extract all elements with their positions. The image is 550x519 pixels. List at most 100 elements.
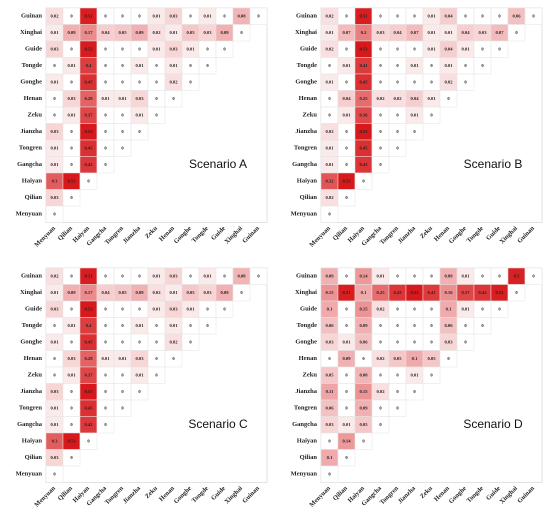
cell-value: 0 — [70, 455, 73, 460]
cell-value: 0 — [104, 13, 107, 18]
column-label: Tongren — [379, 225, 401, 247]
row-label: Jianzha — [295, 388, 317, 395]
cell-value: 0.01 — [135, 372, 144, 377]
cell-value: 0.09 — [220, 30, 229, 35]
cell-value: 0 — [155, 339, 158, 344]
row-label: Zeku — [303, 372, 318, 379]
cell-value: 0.51 — [84, 273, 93, 278]
cell-value: 0 — [70, 129, 73, 134]
cell-value: 0 — [138, 306, 141, 311]
cell-value: 0 — [345, 145, 348, 150]
cell-value: 0.05 — [393, 356, 402, 361]
row-label: Gonghe — [20, 339, 42, 346]
cell-value: 0.01 — [427, 96, 436, 101]
cell — [337, 189, 356, 207]
cell-value: 0.01 — [342, 63, 351, 68]
cell-value: 0 — [53, 96, 56, 101]
cell-value: 0 — [396, 323, 399, 328]
cell-value: 0.01 — [135, 323, 144, 328]
cell-value: 0 — [447, 356, 450, 361]
cell-value: 0 — [223, 13, 226, 18]
cell-value: 0 — [189, 79, 192, 84]
cell-value: 0.01 — [444, 63, 453, 68]
column-label: Guinan — [516, 485, 536, 505]
cell-value: 0 — [413, 129, 416, 134]
cell-value: 0.01 — [186, 46, 195, 51]
cell-value: 0 — [155, 372, 158, 377]
cell-value: 0 — [464, 13, 467, 18]
cell-value: 0 — [379, 145, 382, 150]
row-label: Xinghai — [20, 289, 42, 296]
row-label: Tongren — [294, 145, 318, 152]
cell — [79, 432, 98, 450]
cell-value: 0 — [345, 129, 348, 134]
cell-value: 0.03 — [50, 129, 59, 134]
row-label: Guide — [25, 46, 42, 53]
cell-value: 0.01 — [152, 13, 161, 18]
cell — [371, 416, 390, 434]
cell-value: 0.28 — [84, 356, 93, 361]
cell-value: 0 — [53, 471, 56, 476]
cell-value: 0 — [430, 112, 433, 117]
cell-value: 0.06 — [359, 339, 368, 344]
cell-value: 0.05 — [186, 30, 195, 35]
cell-value: 0 — [396, 145, 399, 150]
cell-value: 0.03 — [325, 422, 334, 427]
cell-value: 0.02 — [50, 273, 59, 278]
cell-value: 0.09 — [359, 323, 368, 328]
cell-value: 0 — [53, 112, 56, 117]
cell-value: 0 — [447, 96, 450, 101]
cell-value: 0.17 — [84, 290, 93, 295]
row-label: Henan — [299, 355, 318, 362]
cell-value: 0.09 — [220, 290, 229, 295]
cell-value: 0.5 — [514, 273, 520, 278]
cell — [198, 57, 217, 75]
row-label: Jianzha — [20, 128, 42, 135]
cell-value: 0.42 — [84, 422, 93, 427]
cell-value: 0.02 — [325, 129, 334, 134]
cell-value: 0 — [70, 389, 73, 394]
cell — [164, 350, 183, 368]
cell-value: 0 — [121, 79, 124, 84]
row-label: Guinan — [21, 13, 42, 20]
cell-value: 0 — [396, 13, 399, 18]
cell-value: 0.03 — [50, 46, 59, 51]
column-label: Jianzha — [397, 224, 418, 245]
cell-value: 0.02 — [376, 356, 385, 361]
cell-value: 0 — [413, 339, 416, 344]
cell-value: 0.36 — [359, 112, 368, 117]
cell-value: 0 — [379, 63, 382, 68]
row-label: Qilian — [300, 194, 318, 201]
cell-value: 0.15 — [359, 389, 368, 394]
cell-value: 0 — [104, 129, 107, 134]
cell-value: 0 — [121, 145, 124, 150]
cell-value: 0 — [53, 323, 56, 328]
cell — [232, 24, 251, 42]
cell-value: 0.01 — [101, 96, 110, 101]
cell — [62, 449, 81, 467]
cell-value: 0 — [104, 162, 107, 167]
cell-value: 0.06 — [325, 323, 334, 328]
cell-value: 0.06 — [444, 323, 453, 328]
row-label: Xinghai — [295, 289, 317, 296]
column-label: Guinan — [241, 225, 261, 245]
cell-value: 0 — [104, 389, 107, 394]
column-label: Xinghai — [498, 225, 519, 246]
cell-value: 0 — [328, 211, 331, 216]
cell-value: 0 — [70, 13, 73, 18]
cell — [113, 399, 132, 417]
cell — [320, 465, 339, 483]
column-label: Tongde — [466, 225, 485, 244]
cell-value: 0 — [104, 405, 107, 410]
row-label: Tongde — [22, 62, 42, 69]
cell — [232, 284, 251, 302]
column-label: Tongde — [466, 485, 485, 504]
cell-value: 0.01 — [169, 63, 178, 68]
cell-value: 0 — [328, 112, 331, 117]
cell — [147, 106, 166, 124]
cell-value: 0 — [379, 405, 382, 410]
cell-value: 0.01 — [67, 63, 76, 68]
column-label: Menyuan — [308, 225, 332, 249]
cell-value: 0 — [464, 79, 467, 84]
cell-value: 0 — [87, 438, 90, 443]
